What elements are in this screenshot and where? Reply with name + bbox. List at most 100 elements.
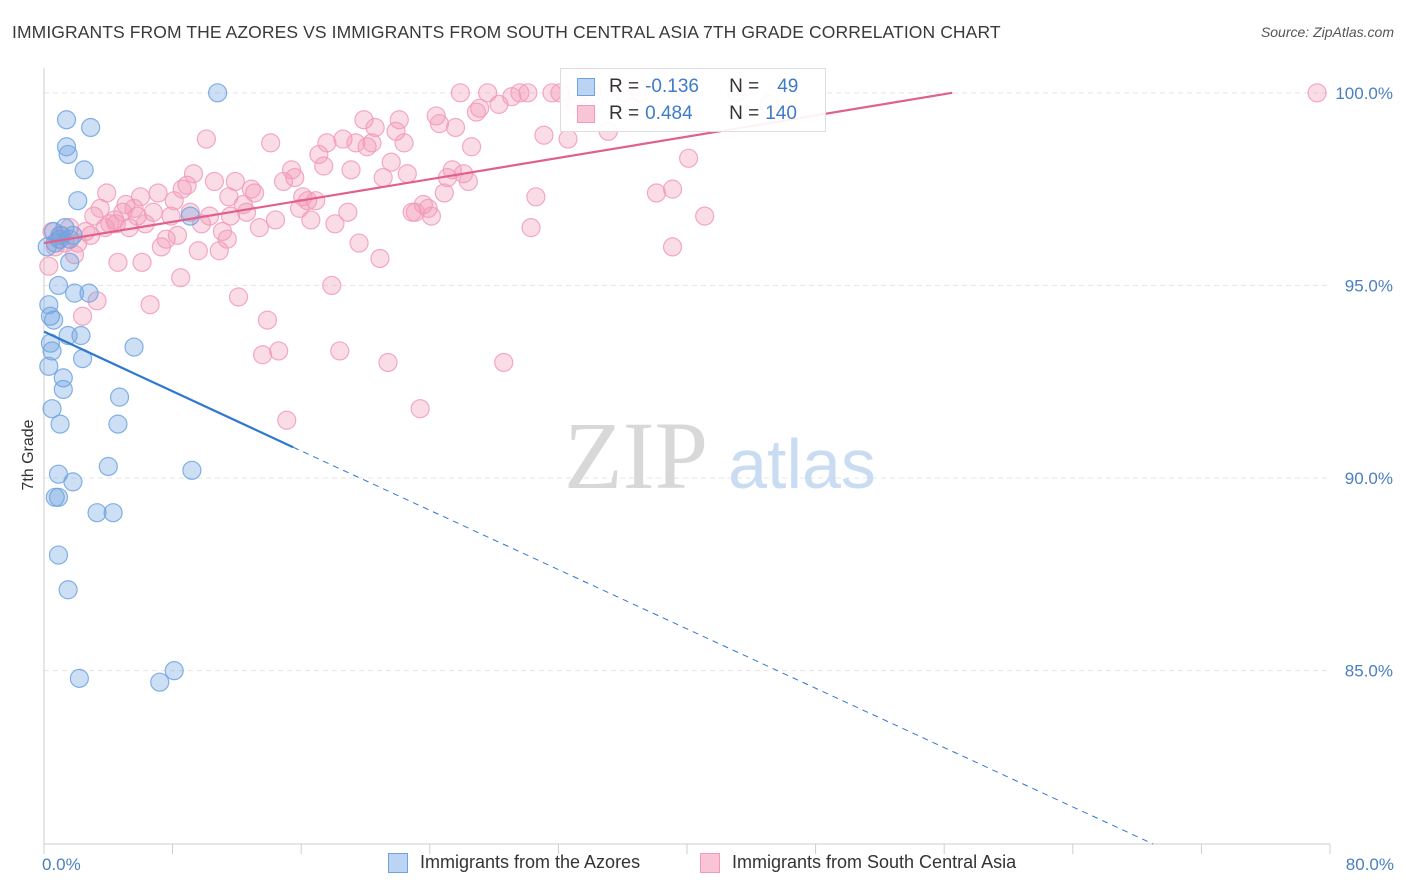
south-central-asia-point-94 <box>410 399 430 419</box>
south-central-asia-point-106 <box>458 171 478 192</box>
south-central-asia-point-110 <box>478 83 498 103</box>
south-central-asia-point-43 <box>204 171 224 192</box>
south-central-asia-point-68 <box>306 191 326 211</box>
azores-point-33 <box>98 456 118 477</box>
south-central-asia-point-103 <box>445 117 466 138</box>
watermark-zip: ZIP <box>564 402 708 509</box>
south-central-asia-point-87 <box>381 152 401 172</box>
axes <box>43 68 1331 854</box>
south-central-asia-point-51 <box>236 202 257 222</box>
azores-point-0 <box>208 83 228 103</box>
south-central-asia-point-12 <box>84 206 104 226</box>
south-central-asia-point-100 <box>434 183 454 203</box>
south-central-asia-point-63 <box>285 167 305 188</box>
south-central-asia-point-116 <box>521 218 541 238</box>
azores-point-19 <box>44 310 64 330</box>
south-central-asia-point-83 <box>365 117 385 138</box>
y-tick-label-0: 100.0% <box>1335 84 1393 103</box>
azores-point-13 <box>60 252 80 272</box>
azores-point-4 <box>58 144 78 165</box>
azores-point-26 <box>39 356 59 376</box>
azores-point-2 <box>81 117 101 138</box>
south-central-asia-point-61 <box>277 410 297 430</box>
south-central-asia-point-93 <box>405 202 425 222</box>
south-central-asia-point-64 <box>289 198 310 218</box>
south-central-asia-point-54 <box>249 218 270 238</box>
south-central-asia-point-49 <box>228 287 249 307</box>
south-central-asia-point-67 <box>301 210 321 230</box>
azores-point-23 <box>124 337 144 357</box>
azores-point-44 <box>69 668 89 688</box>
azores-point-40 <box>103 503 123 523</box>
azores-point-1 <box>56 110 77 130</box>
legend-n-value-south-central-asia: 140 <box>765 103 797 124</box>
south-central-asia-point-24 <box>127 206 147 226</box>
legend-swatch-south-central-asia <box>577 105 595 123</box>
south-central-asia-point-55 <box>253 345 273 365</box>
azores-point-34 <box>182 460 202 480</box>
y-tick-label-1: 95.0% <box>1345 276 1393 295</box>
south-central-asia-point-56 <box>257 310 278 330</box>
azores-point-21 <box>71 325 91 346</box>
south-central-asia-point-41 <box>196 129 216 149</box>
azores-point-3 <box>56 137 77 157</box>
south-central-asia-point-135 <box>1307 83 1327 103</box>
azores-point-15 <box>64 283 85 303</box>
south-central-asia-point-112 <box>494 352 514 373</box>
azores-point-7 <box>180 206 200 226</box>
legend-r-value-azores: -0.136 <box>645 76 699 97</box>
south-central-asia-point-84 <box>370 248 390 269</box>
azores-point-27 <box>53 368 73 388</box>
azores-point-41 <box>48 545 69 565</box>
azores-point-42 <box>58 580 78 600</box>
south-central-asia-point-27 <box>140 295 160 315</box>
south-central-asia-point-23 <box>124 198 144 218</box>
south-central-asia-point-25 <box>132 252 152 272</box>
south-central-asia-point-80 <box>354 110 374 130</box>
south-central-asia-point-115 <box>518 83 538 103</box>
legend-n-label: N = <box>729 76 760 97</box>
south-central-asia-point-19 <box>108 252 128 272</box>
south-central-asia-point-9 <box>72 306 93 326</box>
south-central-asia-point-121 <box>558 129 578 149</box>
legend-row-azores: R = -0.136 N = 49 <box>577 75 798 99</box>
x-tick-label-left: 0.0% <box>42 855 81 874</box>
legend-n-value-azores: 49 <box>777 76 799 97</box>
azores-point-47 <box>63 225 83 245</box>
south-central-asia-point-62 <box>281 160 302 180</box>
bottom-legend-azores: Immigrants from the Azores <box>388 852 640 873</box>
azores-point-30 <box>42 399 62 419</box>
legend-row-south-central-asia: R = 0.484 N = 140 <box>577 102 797 126</box>
south-central-asia-point-72 <box>322 275 342 296</box>
south-central-asia-point-127 <box>646 183 667 203</box>
south-central-asia-point-53 <box>244 183 265 203</box>
y-tick-label-2: 90.0% <box>1345 469 1393 488</box>
south-central-asia-point-134 <box>662 237 683 257</box>
bottom-legend-swatch-south-central-asia <box>700 852 720 873</box>
south-central-asia-point-117 <box>526 187 546 207</box>
trend-line-azores <box>43 330 294 449</box>
legend-n-label: N = <box>729 103 760 124</box>
south-central-asia-point-82 <box>362 133 382 153</box>
south-central-asia-point-91 <box>397 164 417 184</box>
y-tick-label-3: 85.0% <box>1345 662 1393 681</box>
south-central-asia-point-130 <box>679 148 699 168</box>
south-central-asia-point-109 <box>470 98 490 118</box>
series-south-central-asia-points <box>39 83 1327 430</box>
south-central-asia-point-74 <box>330 341 350 361</box>
legend-swatch-azores <box>577 78 595 96</box>
south-central-asia-point-90 <box>394 133 414 153</box>
south-central-asia-point-99 <box>429 114 450 134</box>
south-central-asia-point-36 <box>177 175 197 195</box>
bottom-legend-south-central-asia: Immigrants from South Central Asia <box>700 852 1016 873</box>
bottom-legend-label-azores: Immigrants from the Azores <box>420 852 641 872</box>
south-central-asia-point-96 <box>418 198 438 218</box>
azores-point-36 <box>63 472 83 492</box>
south-central-asia-point-34 <box>167 225 188 245</box>
south-central-asia-point-16 <box>97 183 117 203</box>
azores-point-5 <box>74 160 94 180</box>
azores-point-16 <box>79 283 99 303</box>
watermark-atlas: atlas <box>728 425 876 503</box>
south-central-asia-point-136 <box>106 214 126 234</box>
south-central-asia-point-40 <box>191 214 212 234</box>
